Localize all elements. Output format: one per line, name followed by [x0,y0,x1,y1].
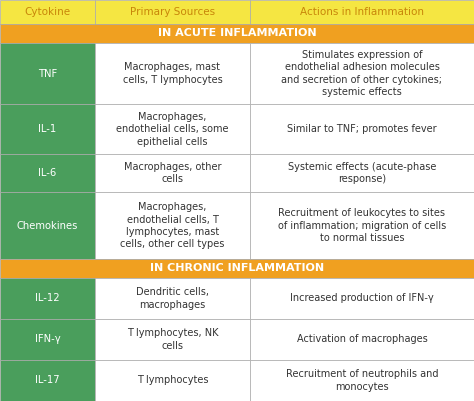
Bar [250,154,474,192]
Bar [95,104,250,154]
Bar [0,259,474,278]
Text: Primary Sources: Primary Sources [130,7,215,17]
Bar [0,319,95,360]
Text: IFN-γ: IFN-γ [35,334,60,344]
Bar [250,360,474,401]
Text: T lymphocytes, NK
cells: T lymphocytes, NK cells [127,328,218,350]
Text: Actions in Inflammation: Actions in Inflammation [300,7,424,17]
Bar [250,0,474,24]
Text: Similar to TNF; promotes fever: Similar to TNF; promotes fever [287,124,437,134]
Text: Macrophages,
endothelial cells, some
epithelial cells: Macrophages, endothelial cells, some epi… [116,112,229,146]
Text: IN CHRONIC INFLAMMATION: IN CHRONIC INFLAMMATION [150,263,324,273]
Text: Macrophages, mast
cells, T lymphocytes: Macrophages, mast cells, T lymphocytes [123,62,222,85]
Text: T lymphocytes: T lymphocytes [137,375,208,385]
Bar [95,319,250,360]
Bar [250,278,474,319]
Text: TNF: TNF [38,69,57,79]
Bar [0,0,95,24]
Bar [250,43,474,104]
Bar [95,192,250,259]
Bar [0,154,95,192]
Bar [95,43,250,104]
Bar [0,278,95,319]
Text: Recruitment of neutrophils and
monocytes: Recruitment of neutrophils and monocytes [286,369,438,392]
Bar [0,43,95,104]
Text: Chemokines: Chemokines [17,221,78,231]
Bar [250,319,474,360]
Bar [0,104,95,154]
Text: Activation of macrophages: Activation of macrophages [297,334,428,344]
Text: IL-1: IL-1 [38,124,56,134]
Text: Increased production of IFN-γ: Increased production of IFN-γ [290,294,434,304]
Text: Stimulates expression of
endothelial adhesion molecules
and secretion of other c: Stimulates expression of endothelial adh… [282,50,443,97]
Text: IL-6: IL-6 [38,168,56,178]
Bar [0,192,95,259]
Text: Recruitment of leukocytes to sites
of inflammation; migration of cells
to normal: Recruitment of leukocytes to sites of in… [278,209,446,243]
Text: Systemic effects (acute-phase
response): Systemic effects (acute-phase response) [288,162,436,184]
Bar [95,360,250,401]
Bar [95,154,250,192]
Bar [95,278,250,319]
Bar [0,360,95,401]
Text: IL-17: IL-17 [35,375,60,385]
Bar [0,24,474,43]
Bar [250,192,474,259]
Text: Macrophages,
endothelial cells, T
lymphocytes, mast
cells, other cell types: Macrophages, endothelial cells, T lympho… [120,202,225,249]
Text: Cytokine: Cytokine [25,7,71,17]
Text: Dendritic cells,
macrophages: Dendritic cells, macrophages [136,287,209,310]
Text: IN ACUTE INFLAMMATION: IN ACUTE INFLAMMATION [158,28,316,38]
Bar [250,104,474,154]
Text: IL-12: IL-12 [35,294,60,304]
Bar [95,0,250,24]
Text: Macrophages, other
cells: Macrophages, other cells [124,162,221,184]
